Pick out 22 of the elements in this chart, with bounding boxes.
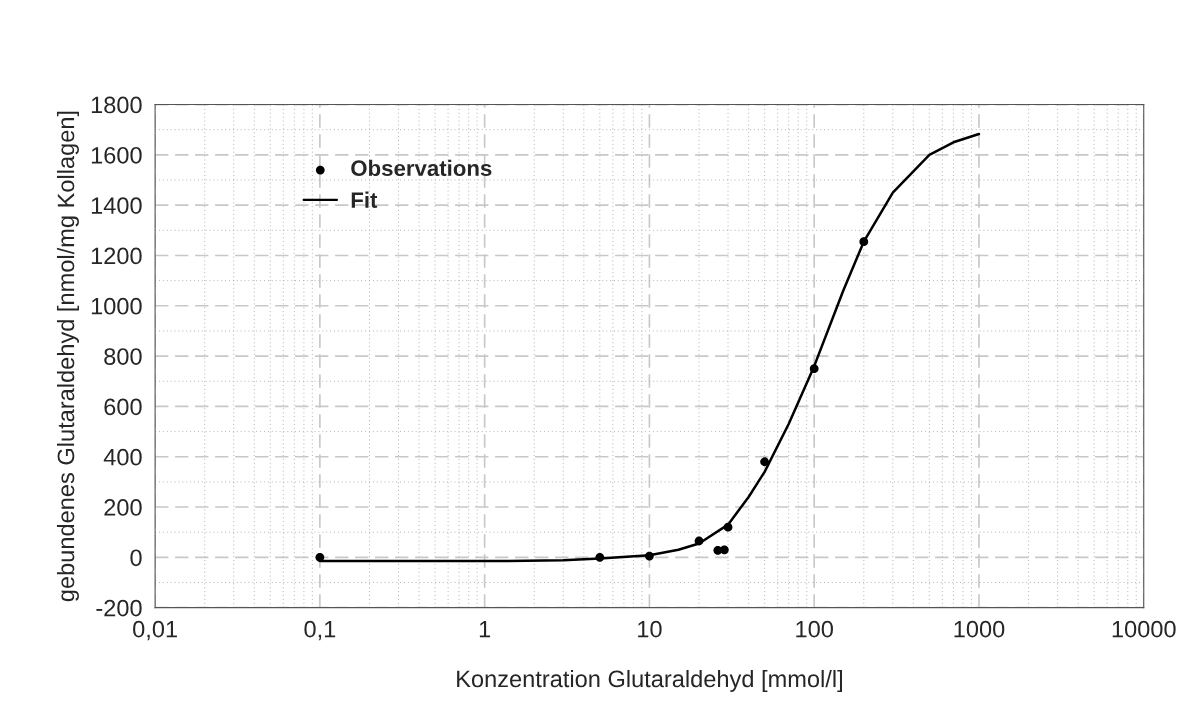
y-tick-label: 800 — [104, 348, 142, 365]
x-tick-label: 100 — [796, 620, 833, 638]
legend-label: Fit — [351, 191, 378, 208]
x-tick-label: 1 — [479, 621, 491, 638]
legend-label: Observations — [351, 159, 492, 177]
x-tick-label: 0,01 — [133, 620, 177, 641]
y-tick-label: 400 — [103, 448, 142, 466]
y-tick-label: 1800 — [91, 96, 142, 114]
y-tick-label: 600 — [104, 398, 142, 416]
x-tick-label: 10000 — [1112, 620, 1176, 638]
y-tick-label: 1400 — [91, 197, 142, 214]
y-tick-label: 200 — [104, 499, 142, 516]
y-tick-label: -200 — [96, 599, 142, 617]
x-tick-label: 1000 — [954, 620, 1005, 638]
y-tick-label: 1200 — [91, 247, 142, 265]
y-tick-label: 1600 — [91, 146, 142, 164]
y-axis-title: gebundenes Glutaraldehyd [nmol/mg Kollagen] — [56, 111, 79, 602]
y-tick-label: 0 — [130, 549, 142, 567]
y-tick-label: 1000 — [91, 297, 142, 315]
x-tick-label: 0,1 — [304, 620, 336, 641]
x-axis-title: Konzentration Glutaraldehyd [mmol/l] — [457, 669, 842, 692]
x-tick-label: 10 — [638, 620, 662, 638]
